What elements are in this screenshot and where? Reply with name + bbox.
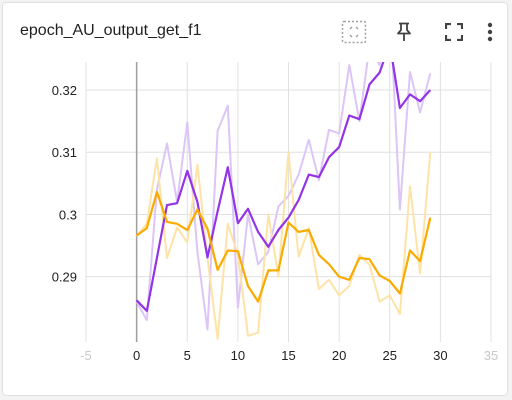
x-tick-label: -5: [80, 348, 92, 363]
series-0-raw-line: [135, 62, 432, 331]
y-tick-label: 0.32: [52, 83, 77, 98]
fit-domain-icon: [341, 20, 367, 44]
card-toolbar: [340, 18, 500, 46]
more-vert-icon: [487, 22, 493, 42]
series-0-smoothed-line[interactable]: [135, 43, 432, 312]
chart-title: epoch_AU_output_get_f1: [20, 22, 202, 39]
y-tick-label: 0.3: [59, 207, 77, 222]
pin-icon: [397, 22, 411, 41]
pin-button[interactable]: [390, 18, 418, 46]
fit-domain-button[interactable]: [340, 18, 368, 46]
series-1-raw-line: [135, 151, 432, 340]
x-tick-label: 15: [281, 348, 295, 363]
more-options-button[interactable]: [476, 18, 504, 46]
series-1-smoothed-line[interactable]: [135, 190, 432, 303]
x-tick-label: 30: [433, 348, 447, 363]
fullscreen-icon: [445, 23, 463, 41]
x-tick-label: 10: [231, 348, 245, 363]
x-tick-label: 0: [133, 348, 140, 363]
fullscreen-button[interactable]: [440, 18, 468, 46]
x-tick-label: 35: [484, 348, 498, 363]
x-tick-label: 5: [184, 348, 191, 363]
grid: [85, 62, 492, 342]
tick-labels: -5 0 5 10 15 20 25 30 35 0.29 0.3 0.31 0.32: [52, 83, 499, 363]
x-tick-label: 20: [332, 348, 346, 363]
y-tick-label: 0.31: [52, 145, 77, 160]
y-tick-label: 0.29: [52, 270, 77, 285]
x-tick-label: 25: [383, 348, 397, 363]
series-area: [135, 43, 432, 340]
